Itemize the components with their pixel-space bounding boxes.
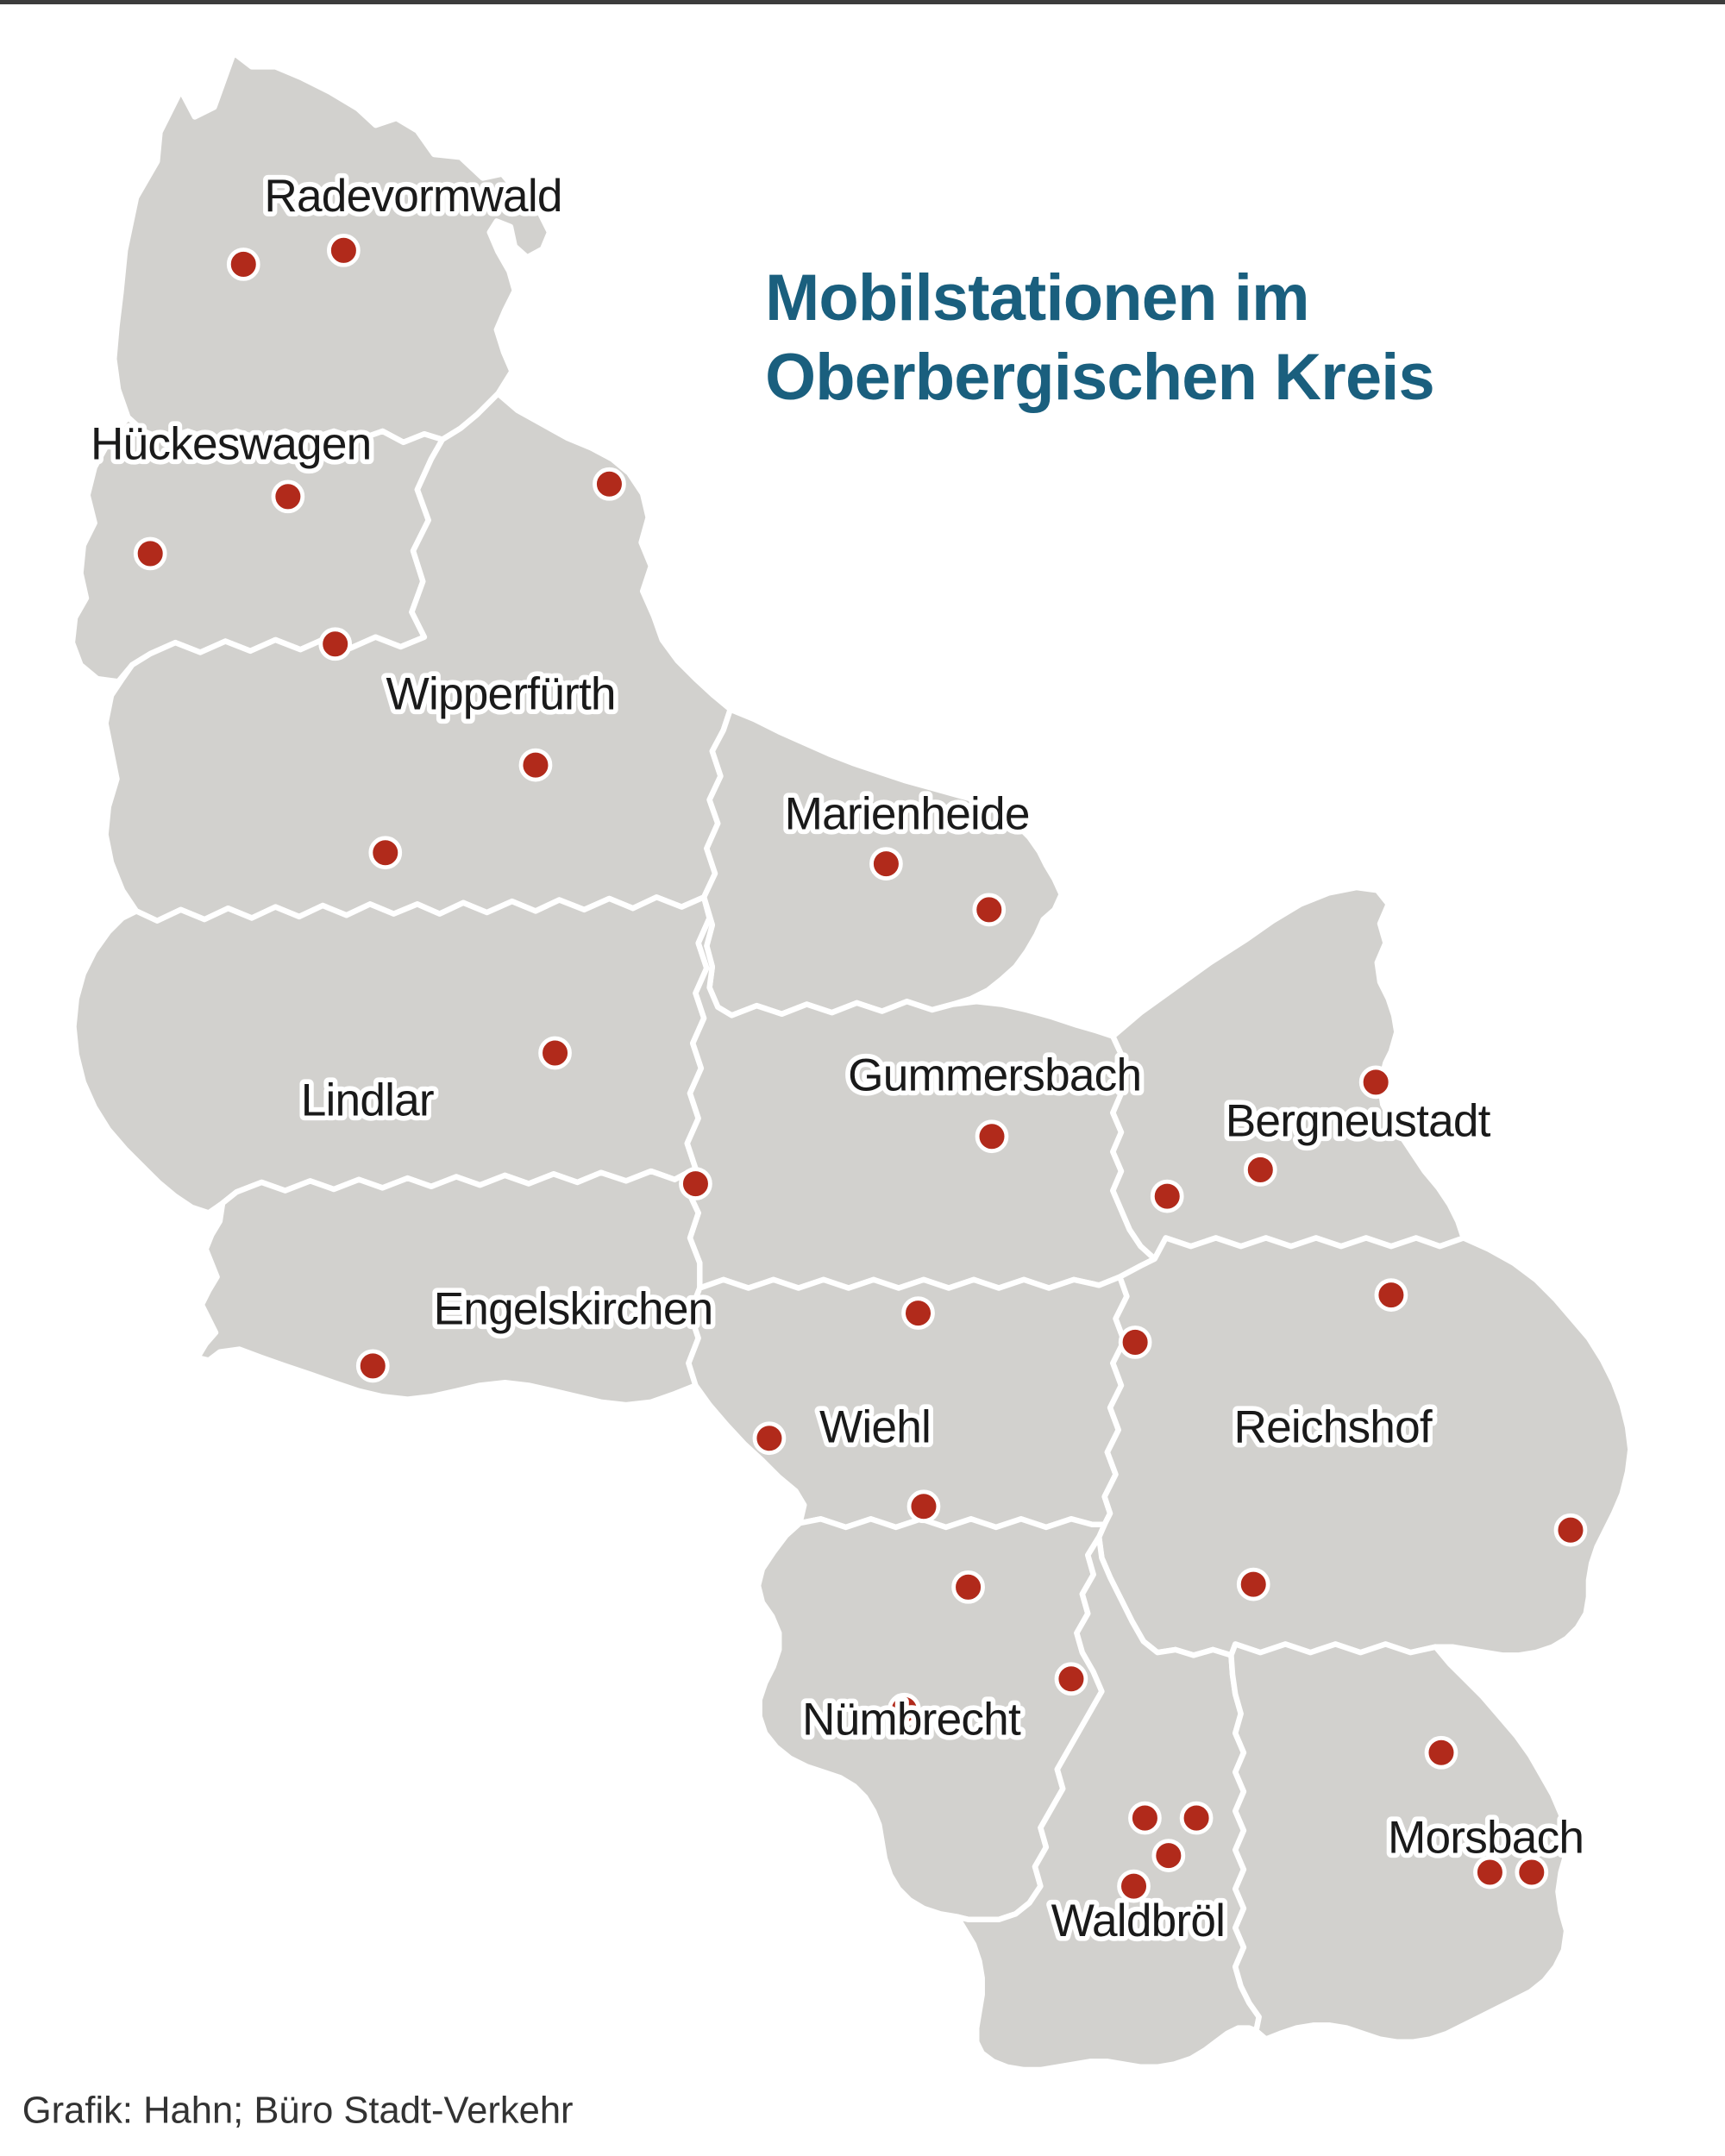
region-engelskirchen bbox=[194, 1165, 703, 1408]
station-dot-hueckeswagen bbox=[271, 479, 305, 514]
station-dot-waldbroel bbox=[1117, 1869, 1151, 1903]
label-radevormwald: Radevormwald bbox=[264, 171, 561, 222]
region-bergneustadt bbox=[1110, 884, 1466, 1262]
station-dot-marienheide bbox=[869, 847, 903, 881]
label-bergneustadt: Bergneustadt bbox=[1226, 1096, 1491, 1147]
station-dot-reichshof bbox=[1553, 1513, 1588, 1547]
label-marienheide: Marienheide bbox=[785, 788, 1030, 839]
label-engelskirchen: Engelskirchen bbox=[434, 1283, 713, 1334]
station-dot-waldbroel bbox=[1179, 1801, 1214, 1835]
label-lindlar: Lindlar bbox=[301, 1075, 434, 1126]
municipality-labels: Radevormwald Hückeswagen Wipperfürth Marien… bbox=[85, 166, 1589, 1952]
station-dots bbox=[133, 233, 1588, 1903]
label-reichshof: Reichshof bbox=[1233, 1402, 1432, 1453]
label-hueckeswagen: Hückeswagen bbox=[91, 418, 371, 469]
station-dot-nuembrecht bbox=[1054, 1662, 1088, 1696]
station-dot-hueckeswagen bbox=[318, 627, 353, 661]
station-dot-wiehl bbox=[752, 1421, 787, 1456]
map-title-line2: Oberbergischen Kreis bbox=[765, 341, 1434, 414]
credit-line: Grafik: Hahn; Büro Stadt-Verkehr bbox=[22, 2090, 574, 2131]
station-dot-wiehl bbox=[906, 1489, 941, 1524]
station-dot-engelskirchen bbox=[355, 1349, 390, 1383]
station-dot-wipperfuerth bbox=[593, 467, 626, 501]
map-title-line1: Mobilstationen im bbox=[765, 261, 1309, 335]
region-lindlar bbox=[71, 894, 712, 1216]
station-dot-reichshof bbox=[1118, 1326, 1152, 1359]
station-dot-morsbach bbox=[1424, 1735, 1458, 1770]
station-dot-bergneustadt bbox=[1150, 1179, 1184, 1213]
label-nuembrecht: Nümbrecht bbox=[802, 1694, 1021, 1745]
region-morsbach bbox=[1228, 1641, 1570, 2045]
station-dot-morsbach bbox=[1473, 1855, 1507, 1890]
station-dot-bergneustadt bbox=[1243, 1153, 1277, 1187]
station-dot-gummersbach bbox=[975, 1119, 1009, 1154]
station-dot-morsbach bbox=[1515, 1855, 1549, 1890]
municipality-shapes bbox=[69, 50, 1634, 2073]
station-dot-radevormwald bbox=[327, 233, 361, 267]
station-dot-nuembrecht bbox=[888, 1692, 921, 1727]
station-dot-marienheide bbox=[972, 893, 1007, 927]
region-reichshof bbox=[1095, 1235, 1634, 1658]
station-dot-waldbroel bbox=[1128, 1801, 1162, 1835]
station-dot-lindlar bbox=[538, 1036, 572, 1070]
station-dot-nuembrecht bbox=[951, 1570, 985, 1604]
station-dot-wipperfuerth bbox=[518, 748, 553, 782]
top-border-rule bbox=[0, 0, 1725, 4]
station-dot-bergneustadt bbox=[1358, 1065, 1393, 1100]
station-dot-hueckeswagen bbox=[133, 536, 167, 571]
station-dot-reichshof bbox=[1236, 1567, 1270, 1601]
station-dot-reichshof bbox=[1374, 1278, 1408, 1312]
label-waldbroel: Waldbröl bbox=[1051, 1896, 1226, 1946]
label-morsbach: Morsbach bbox=[1388, 1812, 1584, 1863]
label-wipperfuerth: Wipperfürth bbox=[386, 669, 616, 720]
station-dot-radevormwald bbox=[226, 248, 260, 281]
station-dot-engelskirchen bbox=[679, 1167, 712, 1200]
label-gummersbach: Gummersbach bbox=[848, 1050, 1141, 1101]
station-dot-gummersbach bbox=[901, 1296, 935, 1330]
station-dot-waldbroel bbox=[1151, 1839, 1186, 1872]
station-dot-wipperfuerth bbox=[368, 836, 403, 870]
label-wiehl: Wiehl bbox=[819, 1402, 931, 1453]
